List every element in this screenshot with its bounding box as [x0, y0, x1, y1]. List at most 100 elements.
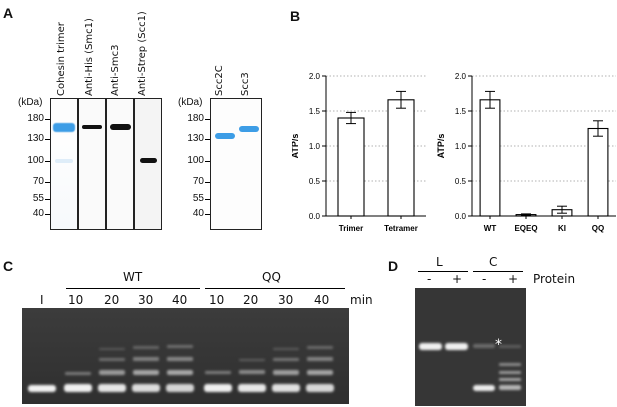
blot-lane-scc-proteins	[210, 98, 262, 230]
bar	[587, 127, 609, 217]
asterisk-marker: *	[495, 337, 502, 353]
bar	[337, 117, 365, 217]
band-l-plus	[445, 343, 468, 350]
band-c-minus-bottom	[473, 385, 495, 391]
marker-130: 130	[27, 133, 44, 144]
lane-label-scc3: Scc3	[240, 72, 251, 96]
atpase-chart-trimer-tetramer: ATP/s 0.0 0.5 1.0 1.5 2.0 Trimer Tetramer	[292, 72, 426, 233]
x-tick-label: KI	[558, 224, 566, 233]
atpase-chart-mutants: ATP/s 0.0 0.5 1.0 1.5 2.0 WT EQEQ KI QQ	[436, 72, 616, 233]
group-line-qq	[205, 288, 345, 289]
lane-label-anti-strep: Anti-Strep (Scc1)	[137, 11, 148, 96]
y-axis-label: ATP/s	[436, 134, 446, 159]
group-label-wt: WT	[123, 270, 143, 284]
x-tick-label: Trimer	[339, 224, 363, 233]
gel-d	[415, 288, 526, 406]
group-line-c	[473, 271, 523, 272]
band-qq20-main	[238, 384, 266, 392]
time-10-qq: 10	[209, 293, 225, 307]
band-scc1	[140, 158, 157, 163]
marker-180: 180	[27, 113, 44, 124]
y-tick-label: 1.0	[455, 142, 467, 151]
panel-label-c: C	[3, 258, 14, 274]
blot-lane-anti-smc3	[106, 98, 134, 230]
band-c-plus-bottom	[499, 385, 521, 390]
unit-min: min	[350, 293, 373, 307]
marker2-55: 55	[192, 193, 204, 204]
group-label-qq: QQ	[262, 270, 281, 284]
band-input	[28, 385, 56, 392]
band-wt40-main	[166, 384, 194, 392]
x-tick-label: QQ	[592, 224, 604, 233]
y-tick-label: 0.5	[455, 177, 467, 186]
y-tick-label: 0.5	[309, 177, 321, 186]
lane-label-cohesin-trimer: Cohesin trimer	[56, 22, 67, 96]
marker2-70: 70	[192, 176, 204, 187]
band-smc3	[110, 124, 131, 130]
y-tick-label: 1.0	[309, 142, 321, 151]
bar	[387, 99, 415, 217]
band-cohesin	[53, 123, 75, 132]
band-c-plus-top	[499, 345, 521, 348]
bar	[479, 99, 501, 217]
blot-lane-anti-his	[78, 98, 106, 230]
band-smc1	[82, 125, 102, 129]
sign-l-minus: -	[427, 272, 432, 286]
marker2-100: 100	[187, 155, 204, 166]
lane-label-scc2c: Scc2C	[214, 65, 225, 96]
lane-label-anti-smc3: Anti-Smc3	[110, 44, 121, 96]
time-30-wt: 30	[138, 293, 154, 307]
time-20-wt: 20	[104, 293, 120, 307]
time-10-wt: 10	[68, 293, 84, 307]
time-40-wt: 40	[172, 293, 188, 307]
band-wt20-main	[98, 384, 126, 392]
band-scc3	[239, 126, 259, 132]
blot-lane-anti-strep	[134, 98, 162, 230]
group-label-l: L	[436, 255, 443, 269]
lane-label-anti-his: Anti-His (Smc1)	[84, 18, 95, 96]
group-line-wt	[66, 288, 200, 289]
kda-label-2: (kDa)	[178, 97, 203, 108]
marker-55: 55	[32, 193, 44, 204]
gel-c	[22, 308, 349, 404]
marker2-40: 40	[192, 208, 204, 219]
gel-d-bands	[419, 343, 521, 391]
sign-c-minus: -	[482, 272, 487, 286]
time-20-qq: 20	[243, 293, 259, 307]
marker2-130: 130	[187, 133, 204, 144]
band-wt10-main	[64, 384, 92, 392]
panel-label-b: B	[290, 8, 301, 24]
sign-c-plus: +	[508, 272, 519, 286]
band-l-minus	[419, 343, 442, 350]
blot-lane-coomassie	[50, 98, 78, 230]
kda-label-1: (kDa)	[18, 97, 43, 108]
group-label-c: C	[489, 255, 498, 269]
group-line-l	[418, 271, 468, 272]
time-40-qq: 40	[314, 293, 330, 307]
x-tick-label: WT	[484, 224, 497, 233]
band-qq30-main	[272, 384, 300, 392]
band-wt30-main	[132, 384, 160, 392]
y-tick-label: 2.0	[309, 72, 321, 81]
marker-40: 40	[32, 208, 44, 219]
marker2-180: 180	[187, 113, 204, 124]
y-tick-label: 1.5	[309, 107, 321, 116]
y-tick-label: 0.0	[455, 212, 467, 221]
protein-label: Protein	[533, 272, 576, 286]
x-tick-label: Tetramer	[384, 224, 418, 233]
y-tick-label: 0.0	[309, 212, 321, 221]
band-qq40-main	[306, 384, 334, 392]
x-tick-label: EQEQ	[514, 224, 537, 233]
marker-70: 70	[32, 176, 44, 187]
y-tick-label: 1.5	[455, 107, 467, 116]
y-tick-label: 2.0	[455, 72, 467, 81]
lane-label-input: I	[40, 293, 44, 307]
time-30-qq: 30	[278, 293, 294, 307]
band-scc2c	[215, 133, 235, 139]
gel-c-bands	[28, 345, 334, 392]
marker-100: 100	[27, 155, 44, 166]
band-c-minus-top	[473, 344, 495, 348]
band-qq10-main	[204, 384, 232, 392]
sign-l-plus: +	[452, 272, 463, 286]
y-axis-label: ATP/s	[292, 134, 300, 159]
